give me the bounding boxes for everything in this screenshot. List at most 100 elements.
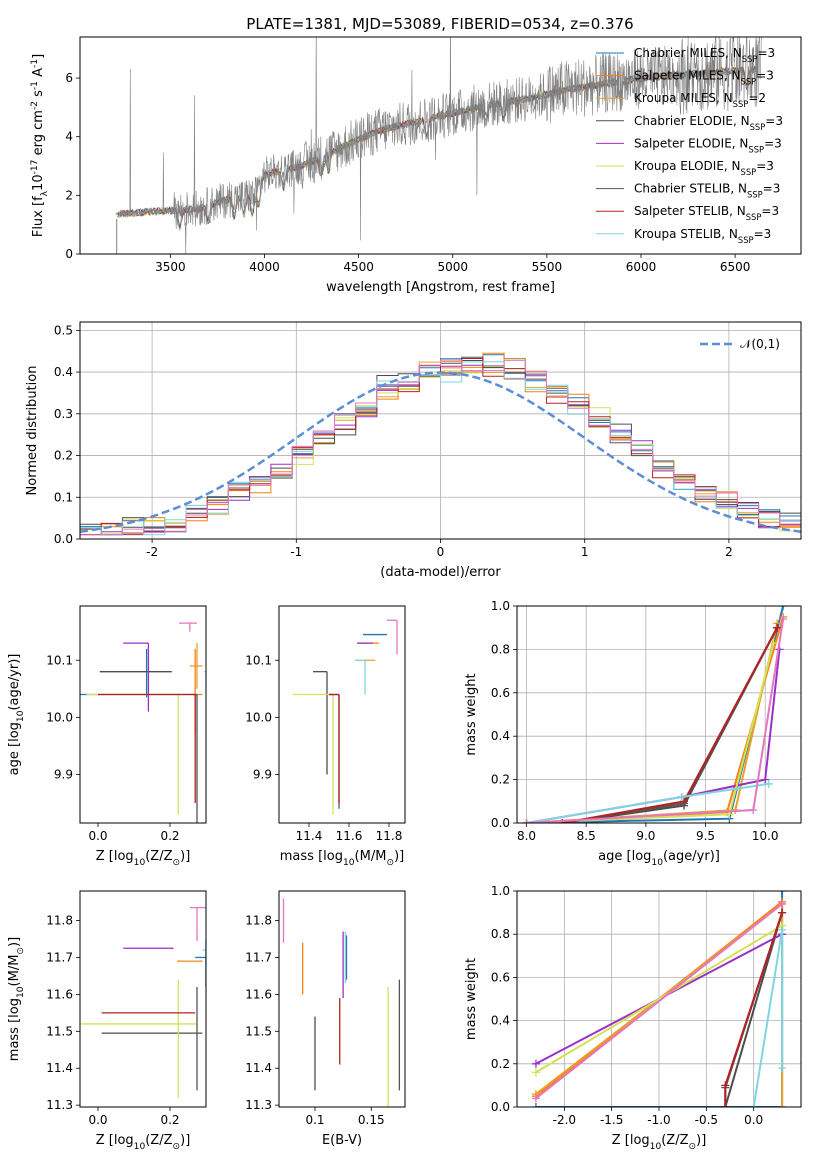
axes-frame	[79, 36, 802, 255]
label-fragment: age [log	[598, 849, 651, 864]
plus-marker	[778, 891, 787, 895]
spectrum-axes: 3500 4000 4500 5000 5500 6000 6500 0 2 4 6 waveleng…	[30, 36, 802, 295]
y-axis-label: age [log10(age/yr)]	[7, 654, 26, 776]
label-fragment: (age/yr)]	[7, 654, 22, 711]
plus-marker	[749, 1103, 758, 1107]
label-fragment: age [log	[7, 722, 22, 775]
x-tick-label: 11.4	[296, 829, 323, 843]
y-tick-label: 1.0	[491, 884, 510, 898]
mass-vs-ebv-axes: 0.1 0.15 11.3 11.4 11.5 11.6 11.7 11.8 E(B-V)	[245, 890, 406, 1148]
y-tick-label: 0.2	[54, 449, 73, 463]
frame: 0.1 0.15 11.3 11.4 11.5 11.6 11.7 11.8 E(B-V)	[245, 890, 406, 1148]
x-tick-label: -1.0	[647, 1113, 670, 1127]
label-fragment: -1	[30, 59, 40, 68]
x-tick-label: 6500	[720, 260, 751, 274]
x-tick-label: 4000	[249, 260, 280, 274]
x-tick-label: 0.1	[305, 1113, 324, 1127]
mass-weight-line	[562, 627, 778, 823]
y-tick-label: 0.1	[54, 490, 73, 504]
x-tick-label: 8.5	[577, 829, 596, 843]
label-fragment: -17	[30, 159, 40, 174]
y-axis-label: Flux [fλ10-17 erg cm-2 s-1 A-1]	[30, 54, 50, 237]
y-tick-label: 11.5	[46, 1024, 73, 1038]
label-fragment: (Z/Z	[145, 849, 172, 864]
label-fragment: 10	[16, 710, 26, 722]
label-fragment: 10	[651, 858, 663, 868]
label-fragment: Kroupa STELIB, N	[634, 227, 738, 241]
label-fragment: 𝒩(0,1)	[740, 337, 780, 351]
plus-marker	[677, 792, 686, 801]
frame: 0.0 0.29.910.010.1Z [log10(Z/Z⊙)]age [log…	[7, 605, 207, 868]
label-fragment: (data-model)/error	[380, 565, 501, 580]
label-fragment: mass weight	[464, 958, 479, 1040]
x-axis-label: Z [log10(Z/Z⊙)]	[612, 1133, 707, 1152]
errorbar-point	[195, 939, 206, 987]
label-fragment: =3	[756, 159, 774, 173]
y-tick-label: 9.9	[54, 767, 73, 781]
label-fragment: )]	[180, 849, 190, 864]
y-tick-label: 0	[65, 247, 73, 261]
y-axis-label: Normed distribution	[25, 366, 40, 496]
age-vs-mass-axes: 11.4 11.6 11.8 9.9 10.0 10.1 mass [log10(M/M⊙)…	[245, 605, 406, 868]
label-fragment: ⊙	[173, 858, 181, 868]
plot-area	[80, 352, 801, 536]
legend-label: Kroupa ELODIE, NSSP=3	[634, 159, 774, 177]
y-tick-label: 11.8	[46, 914, 73, 928]
y-tick-label: 1.0	[491, 599, 510, 613]
label-fragment: (Z/Z	[661, 1133, 688, 1148]
y-tick-label: 6	[65, 71, 73, 85]
x-tick-label: 0.15	[358, 1113, 385, 1127]
x-axis-label: (data-model)/error	[380, 565, 501, 580]
y-tick-label: 11.4	[245, 1061, 272, 1075]
label-fragment: 10	[343, 858, 355, 868]
y-axis-label: mass weight	[464, 673, 479, 755]
label-fragment: =3	[754, 227, 772, 241]
label-fragment: (age/yr)]	[663, 849, 720, 864]
label-fragment: (M/M	[7, 955, 22, 987]
axes-frame	[516, 605, 802, 824]
plus-marker	[779, 606, 788, 610]
label-fragment: )]	[696, 1133, 706, 1148]
x-tick-label: 11.8	[376, 829, 403, 843]
plus-marker	[778, 925, 787, 934]
label-fragment: =3	[756, 69, 774, 83]
label-fragment: erg cm	[31, 110, 46, 159]
plot-area	[81, 906, 206, 1098]
label-fragment: mass [log	[280, 849, 343, 864]
x-tick-label: 5500	[532, 260, 563, 274]
label-fragment: s	[31, 90, 46, 101]
plus-marker	[721, 1081, 730, 1090]
x-tick-label: 4500	[343, 260, 374, 274]
label-fragment: (Z/Z	[145, 1133, 172, 1148]
plus-marker	[778, 1064, 787, 1073]
errorbar-point	[80, 648, 194, 698]
mass-weight-line	[562, 627, 778, 823]
x-axis-label: wavelength [Angstrom, rest frame]	[326, 280, 555, 295]
frame: 0.0 0.211.311.411.511.611.711.8Z [log10(Z…	[7, 890, 207, 1152]
x-tick-label: 0.0	[88, 829, 107, 843]
x-tick-label: 0.0	[88, 1113, 107, 1127]
y-tick-label: 4	[65, 130, 73, 144]
label-fragment: λ	[40, 190, 50, 196]
mass-weight-vs-age-axes: 8.0 8.5 9.0 9.5 10.0 0.0 0.2 0.4 0.6 0.8 1.0 age [l…	[464, 599, 802, 868]
label-fragment: =3	[761, 204, 779, 218]
errorbar-point	[81, 979, 197, 1098]
label-fragment: 10	[134, 858, 146, 868]
frame: 11.4 11.6 11.8 9.9 10.0 10.1 mass [log10(M/M⊙)…	[245, 605, 406, 868]
plot-area	[80, 622, 206, 823]
label-fragment: SSP	[748, 144, 764, 154]
x-tick-label: 9.0	[636, 829, 655, 843]
x-axis-label: age [log10(age/yr)]	[598, 849, 720, 868]
label-fragment: -1	[30, 81, 40, 90]
errorbar-point	[98, 693, 196, 804]
plus-marker	[749, 805, 758, 814]
plus-marker	[761, 775, 770, 784]
x-tick-label: 9.5	[696, 829, 715, 843]
label-fragment: SSP	[746, 212, 762, 222]
x-axis-label: Z [log10(Z/Z⊙)]	[96, 1133, 191, 1152]
plus-marker	[779, 615, 788, 624]
label-fragment: ]	[31, 54, 46, 59]
x-tick-label: 2	[725, 545, 733, 559]
frame: 8.0 8.5 9.0 9.5 10.0 0.0 0.2 0.4 0.6 0.8 1.0 age [l…	[464, 599, 802, 868]
label-fragment: Z [log	[612, 1133, 650, 1148]
